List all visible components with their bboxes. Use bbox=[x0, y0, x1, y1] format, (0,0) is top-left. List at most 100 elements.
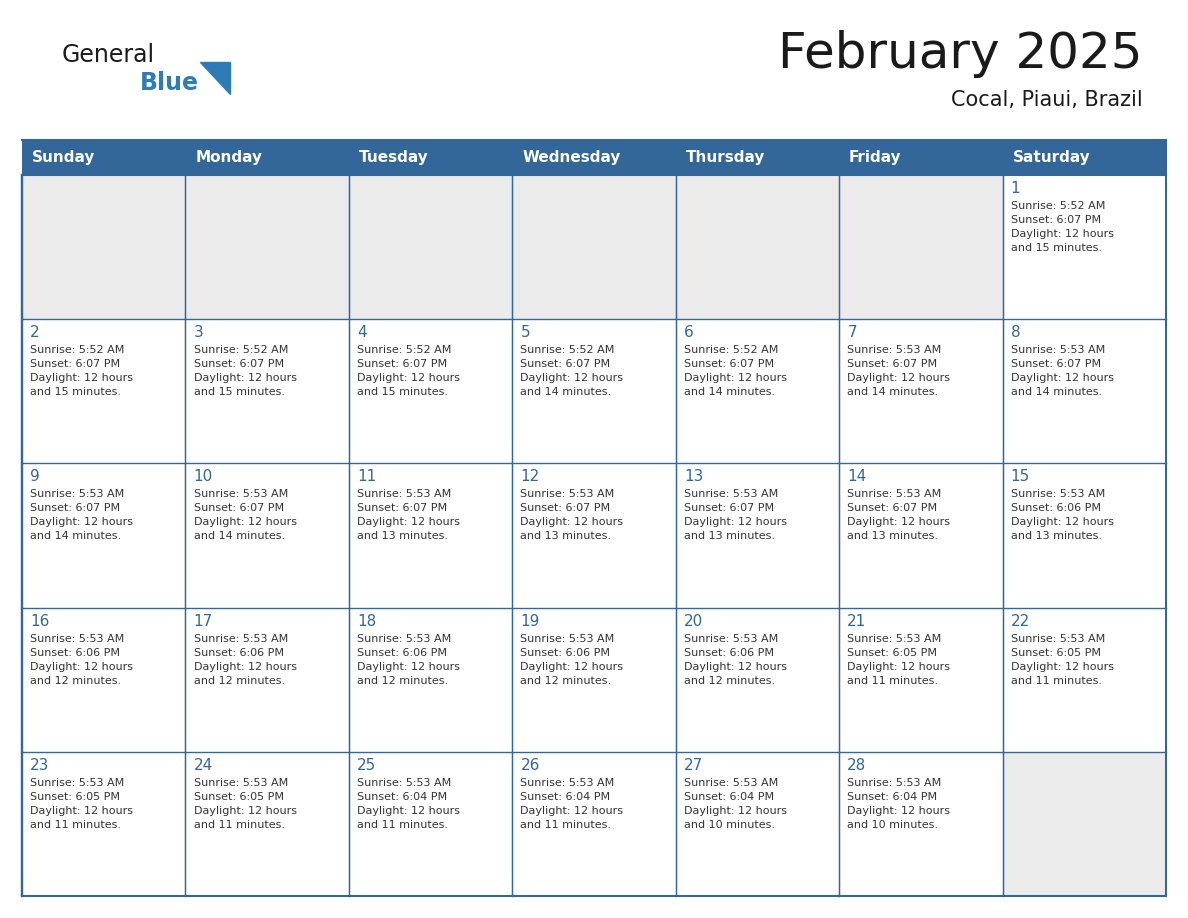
Bar bbox=[512, 140, 676, 175]
Text: Daylight: 12 hours: Daylight: 12 hours bbox=[30, 374, 133, 383]
Bar bbox=[839, 608, 1003, 752]
Text: 10: 10 bbox=[194, 469, 213, 485]
Text: Wednesday: Wednesday bbox=[522, 150, 620, 165]
Text: 19: 19 bbox=[520, 613, 539, 629]
Text: 14: 14 bbox=[847, 469, 866, 485]
Text: 17: 17 bbox=[194, 613, 213, 629]
Bar bbox=[1003, 319, 1165, 464]
Text: Sunset: 6:04 PM: Sunset: 6:04 PM bbox=[358, 792, 447, 801]
Text: and 11 minutes.: and 11 minutes. bbox=[194, 820, 285, 830]
Bar bbox=[349, 140, 512, 175]
Text: Daylight: 12 hours: Daylight: 12 hours bbox=[520, 518, 624, 528]
Bar bbox=[349, 319, 512, 464]
Text: Daylight: 12 hours: Daylight: 12 hours bbox=[194, 518, 297, 528]
Text: Sunrise: 5:53 AM: Sunrise: 5:53 AM bbox=[30, 489, 125, 499]
Text: and 11 minutes.: and 11 minutes. bbox=[30, 820, 121, 830]
Text: and 14 minutes.: and 14 minutes. bbox=[520, 387, 612, 397]
Text: and 11 minutes.: and 11 minutes. bbox=[1011, 676, 1101, 686]
Text: 28: 28 bbox=[847, 757, 866, 773]
Text: Daylight: 12 hours: Daylight: 12 hours bbox=[1011, 229, 1113, 239]
Text: 8: 8 bbox=[1011, 325, 1020, 341]
Text: Sunrise: 5:53 AM: Sunrise: 5:53 AM bbox=[30, 633, 125, 644]
Text: Sunset: 6:07 PM: Sunset: 6:07 PM bbox=[358, 359, 447, 369]
Text: Sunrise: 5:53 AM: Sunrise: 5:53 AM bbox=[358, 633, 451, 644]
Text: Sunrise: 5:53 AM: Sunrise: 5:53 AM bbox=[194, 778, 287, 788]
Text: Sunset: 6:07 PM: Sunset: 6:07 PM bbox=[520, 359, 611, 369]
Text: and 13 minutes.: and 13 minutes. bbox=[358, 532, 448, 542]
Text: Daylight: 12 hours: Daylight: 12 hours bbox=[30, 806, 133, 816]
Bar bbox=[676, 175, 839, 319]
Bar bbox=[676, 608, 839, 752]
Text: Sunset: 6:07 PM: Sunset: 6:07 PM bbox=[1011, 359, 1101, 369]
Text: 25: 25 bbox=[358, 757, 377, 773]
Text: Sunrise: 5:52 AM: Sunrise: 5:52 AM bbox=[520, 345, 615, 355]
Text: Sunrise: 5:53 AM: Sunrise: 5:53 AM bbox=[847, 633, 942, 644]
Text: Sunrise: 5:52 AM: Sunrise: 5:52 AM bbox=[1011, 201, 1105, 211]
Text: and 12 minutes.: and 12 minutes. bbox=[30, 676, 121, 686]
Text: 7: 7 bbox=[847, 325, 857, 341]
Bar bbox=[185, 319, 349, 464]
Text: and 15 minutes.: and 15 minutes. bbox=[194, 387, 285, 397]
Text: 21: 21 bbox=[847, 613, 866, 629]
Text: Sunrise: 5:52 AM: Sunrise: 5:52 AM bbox=[30, 345, 125, 355]
Text: Sunset: 6:04 PM: Sunset: 6:04 PM bbox=[847, 792, 937, 801]
Text: and 15 minutes.: and 15 minutes. bbox=[30, 387, 121, 397]
Text: Sunset: 6:04 PM: Sunset: 6:04 PM bbox=[520, 792, 611, 801]
Text: Daylight: 12 hours: Daylight: 12 hours bbox=[684, 806, 786, 816]
Text: Sunrise: 5:53 AM: Sunrise: 5:53 AM bbox=[30, 778, 125, 788]
Bar bbox=[185, 752, 349, 896]
Bar bbox=[512, 175, 676, 319]
Text: Sunrise: 5:53 AM: Sunrise: 5:53 AM bbox=[1011, 633, 1105, 644]
Text: and 12 minutes.: and 12 minutes. bbox=[358, 676, 448, 686]
Bar bbox=[1003, 752, 1165, 896]
Bar bbox=[839, 464, 1003, 608]
Text: Sunset: 6:04 PM: Sunset: 6:04 PM bbox=[684, 792, 775, 801]
Text: and 11 minutes.: and 11 minutes. bbox=[358, 820, 448, 830]
Text: Daylight: 12 hours: Daylight: 12 hours bbox=[194, 806, 297, 816]
Text: Sunrise: 5:53 AM: Sunrise: 5:53 AM bbox=[358, 778, 451, 788]
Text: Sunrise: 5:52 AM: Sunrise: 5:52 AM bbox=[194, 345, 287, 355]
Text: Daylight: 12 hours: Daylight: 12 hours bbox=[847, 518, 950, 528]
Bar bbox=[23, 752, 185, 896]
Bar bbox=[839, 752, 1003, 896]
Text: Daylight: 12 hours: Daylight: 12 hours bbox=[847, 806, 950, 816]
Text: Sunrise: 5:53 AM: Sunrise: 5:53 AM bbox=[1011, 489, 1105, 499]
Text: Sunrise: 5:53 AM: Sunrise: 5:53 AM bbox=[520, 489, 614, 499]
Text: 24: 24 bbox=[194, 757, 213, 773]
Text: Daylight: 12 hours: Daylight: 12 hours bbox=[847, 662, 950, 672]
Text: and 13 minutes.: and 13 minutes. bbox=[1011, 532, 1101, 542]
Text: and 13 minutes.: and 13 minutes. bbox=[684, 532, 775, 542]
Bar bbox=[839, 319, 1003, 464]
Text: 27: 27 bbox=[684, 757, 703, 773]
Text: and 10 minutes.: and 10 minutes. bbox=[847, 820, 939, 830]
Bar bbox=[676, 752, 839, 896]
Text: Daylight: 12 hours: Daylight: 12 hours bbox=[520, 374, 624, 383]
Polygon shape bbox=[200, 62, 230, 94]
Bar bbox=[23, 464, 185, 608]
Text: Sunset: 6:05 PM: Sunset: 6:05 PM bbox=[194, 792, 284, 801]
Text: Sunrise: 5:53 AM: Sunrise: 5:53 AM bbox=[847, 345, 942, 355]
Text: and 12 minutes.: and 12 minutes. bbox=[520, 676, 612, 686]
Text: Saturday: Saturday bbox=[1012, 150, 1091, 165]
Text: Tuesday: Tuesday bbox=[359, 150, 429, 165]
Text: Sunrise: 5:53 AM: Sunrise: 5:53 AM bbox=[684, 778, 778, 788]
Text: 22: 22 bbox=[1011, 613, 1030, 629]
Text: 18: 18 bbox=[358, 613, 377, 629]
Text: Blue: Blue bbox=[140, 71, 200, 95]
Text: Sunset: 6:05 PM: Sunset: 6:05 PM bbox=[847, 647, 937, 657]
Bar bbox=[512, 319, 676, 464]
Text: Sunrise: 5:53 AM: Sunrise: 5:53 AM bbox=[358, 489, 451, 499]
Text: and 14 minutes.: and 14 minutes. bbox=[194, 532, 285, 542]
Text: Sunset: 6:06 PM: Sunset: 6:06 PM bbox=[1011, 503, 1101, 513]
Text: Sunset: 6:07 PM: Sunset: 6:07 PM bbox=[520, 503, 611, 513]
Text: Daylight: 12 hours: Daylight: 12 hours bbox=[520, 662, 624, 672]
Text: Sunrise: 5:53 AM: Sunrise: 5:53 AM bbox=[684, 633, 778, 644]
Text: Daylight: 12 hours: Daylight: 12 hours bbox=[194, 662, 297, 672]
Text: 3: 3 bbox=[194, 325, 203, 341]
Bar bbox=[1003, 608, 1165, 752]
Text: and 13 minutes.: and 13 minutes. bbox=[847, 532, 939, 542]
Text: 15: 15 bbox=[1011, 469, 1030, 485]
Text: Friday: Friday bbox=[849, 150, 902, 165]
Text: 5: 5 bbox=[520, 325, 530, 341]
Text: and 12 minutes.: and 12 minutes. bbox=[194, 676, 285, 686]
